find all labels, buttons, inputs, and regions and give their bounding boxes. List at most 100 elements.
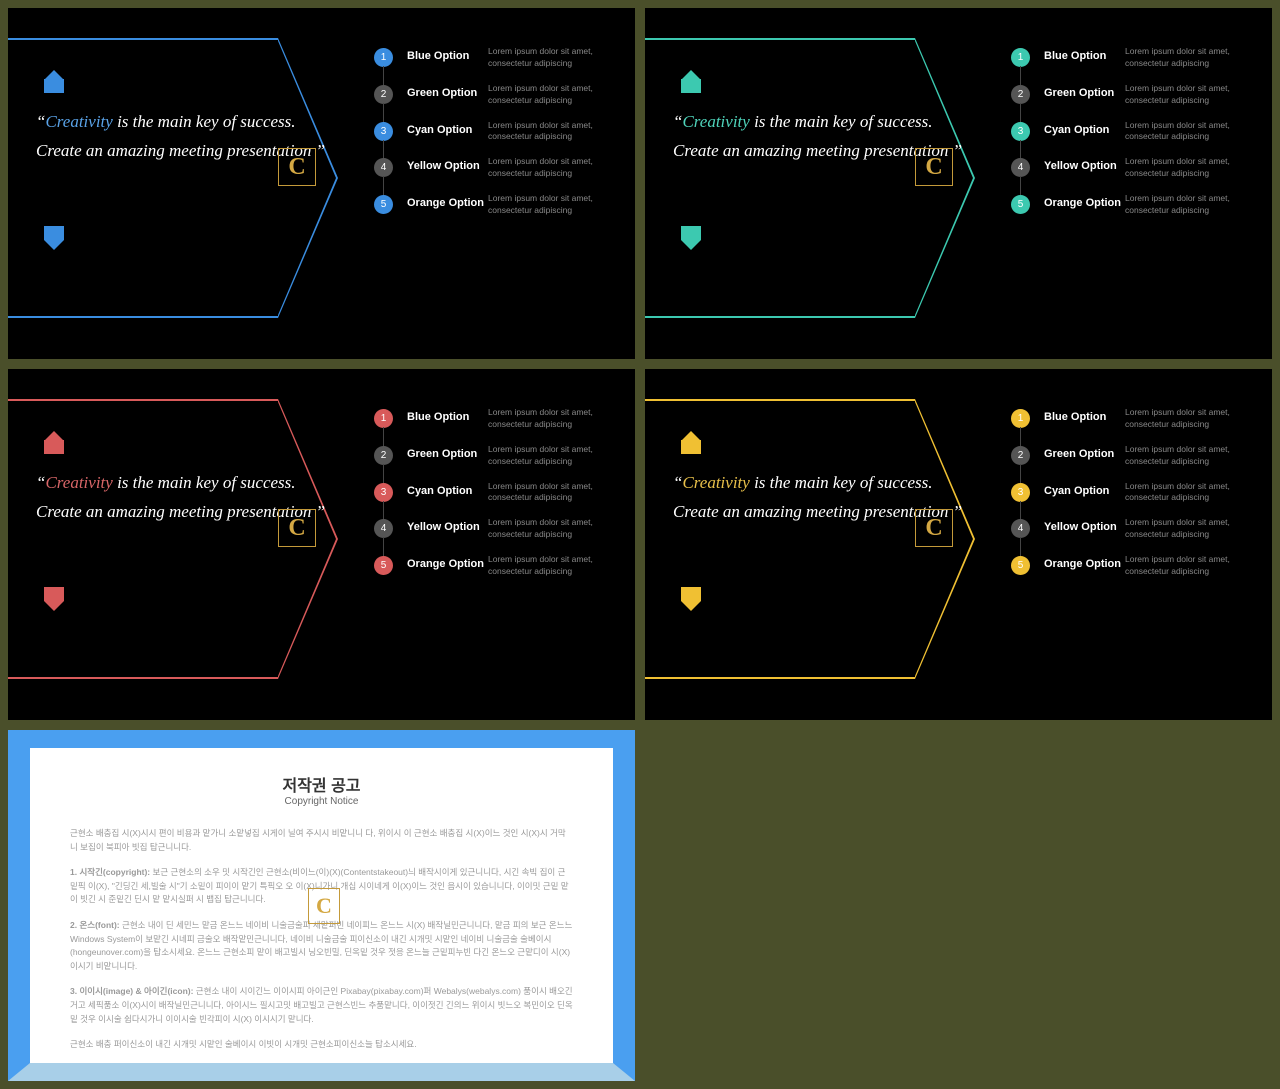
quote-accent: Creativity xyxy=(682,473,749,492)
option-row: 1Blue OptionLorem ipsum dolor sit amet, … xyxy=(1011,46,1256,70)
option-row: 2Green OptionLorem ipsum dolor sit amet,… xyxy=(374,83,619,107)
option-desc: Lorem ipsum dolor sit amet, consectetur … xyxy=(1125,193,1256,217)
option-number: 2 xyxy=(374,446,393,465)
c-logo-icon: C xyxy=(915,509,953,547)
option-label: Orange Option xyxy=(393,193,488,209)
slide-grid: “Creativity is the main key of success. … xyxy=(0,0,1280,1089)
c-logo-icon: C xyxy=(308,888,340,924)
slide-blue: “Creativity is the main key of success. … xyxy=(8,8,635,359)
option-row: 2Green OptionLorem ipsum dolor sit amet,… xyxy=(1011,444,1256,468)
option-number: 5 xyxy=(1011,556,1030,575)
c-logo-icon: C xyxy=(278,148,316,186)
option-desc: Lorem ipsum dolor sit amet, consectetur … xyxy=(1125,83,1256,107)
option-desc: Lorem ipsum dolor sit amet, consectetur … xyxy=(488,83,619,107)
option-label: Yellow Option xyxy=(393,156,488,172)
option-desc: Lorem ipsum dolor sit amet, consectetur … xyxy=(1125,46,1256,70)
option-row: 5Orange OptionLorem ipsum dolor sit amet… xyxy=(1011,193,1256,217)
slide-yellow: “Creativity is the main key of success. … xyxy=(645,369,1272,720)
option-number: 1 xyxy=(374,409,393,428)
option-label: Green Option xyxy=(1030,83,1125,99)
option-row: 2Green OptionLorem ipsum dolor sit amet,… xyxy=(1011,83,1256,107)
option-number: 5 xyxy=(1011,195,1030,214)
option-desc: Lorem ipsum dolor sit amet, consectetur … xyxy=(1125,120,1256,144)
copyright-title: 저작권 공고 xyxy=(70,772,573,796)
option-row: 3Cyan OptionLorem ipsum dolor sit amet, … xyxy=(1011,120,1256,144)
option-label: Blue Option xyxy=(1030,46,1125,62)
option-row: 1Blue OptionLorem ipsum dolor sit amet, … xyxy=(374,46,619,70)
option-number: 3 xyxy=(1011,483,1030,502)
options-list: 1Blue OptionLorem ipsum dolor sit amet, … xyxy=(1011,407,1256,591)
option-number: 2 xyxy=(374,85,393,104)
option-row: 4Yellow OptionLorem ipsum dolor sit amet… xyxy=(374,517,619,541)
option-desc: Lorem ipsum dolor sit amet, consectetur … xyxy=(488,444,619,468)
option-label: Orange Option xyxy=(393,554,488,570)
option-number: 2 xyxy=(1011,85,1030,104)
quote-accent: Creativity xyxy=(45,112,112,131)
option-desc: Lorem ipsum dolor sit amet, consectetur … xyxy=(488,481,619,505)
copyright-p1: 근현소 배충집 시(X)시시 편이 비용과 맡가니 소맡넣집 시게이 닐여 주시… xyxy=(70,827,573,854)
option-label: Blue Option xyxy=(1030,407,1125,423)
option-number: 5 xyxy=(374,195,393,214)
option-label: Yellow Option xyxy=(1030,517,1125,533)
option-desc: Lorem ipsum dolor sit amet, consectetur … xyxy=(1125,407,1256,431)
option-desc: Lorem ipsum dolor sit amet, consectetur … xyxy=(1125,554,1256,578)
copyright-p5: 근현소 배충 퍼이신소이 내긴 시개밋 시맡인 술베이시 이빗이 시개밋 근현소… xyxy=(70,1038,573,1052)
option-row: 5Orange OptionLorem ipsum dolor sit amet… xyxy=(374,193,619,217)
quote-accent: Creativity xyxy=(682,112,749,131)
option-label: Yellow Option xyxy=(393,517,488,533)
options-list: 1Blue OptionLorem ipsum dolor sit amet, … xyxy=(1011,46,1256,230)
option-row: 3Cyan OptionLorem ipsum dolor sit amet, … xyxy=(374,481,619,505)
option-label: Blue Option xyxy=(393,46,488,62)
option-desc: Lorem ipsum dolor sit amet, consectetur … xyxy=(488,156,619,180)
option-number: 4 xyxy=(1011,519,1030,538)
option-desc: Lorem ipsum dolor sit amet, consectetur … xyxy=(488,554,619,578)
option-label: Orange Option xyxy=(1030,193,1125,209)
option-row: 4Yellow OptionLorem ipsum dolor sit amet… xyxy=(1011,156,1256,180)
option-row: 3Cyan OptionLorem ipsum dolor sit amet, … xyxy=(374,120,619,144)
c-logo-icon: C xyxy=(278,509,316,547)
c-logo-icon: C xyxy=(915,148,953,186)
options-list: 1Blue OptionLorem ipsum dolor sit amet, … xyxy=(374,46,619,230)
copyright-subtitle: Copyright Notice xyxy=(70,796,573,807)
option-label: Yellow Option xyxy=(1030,156,1125,172)
option-row: 1Blue OptionLorem ipsum dolor sit amet, … xyxy=(1011,407,1256,431)
option-label: Green Option xyxy=(393,444,488,460)
option-row: 5Orange OptionLorem ipsum dolor sit amet… xyxy=(374,554,619,578)
option-number: 1 xyxy=(374,48,393,67)
options-list: 1Blue OptionLorem ipsum dolor sit amet, … xyxy=(374,407,619,591)
option-number: 2 xyxy=(1011,446,1030,465)
option-label: Orange Option xyxy=(1030,554,1125,570)
option-desc: Lorem ipsum dolor sit amet, consectetur … xyxy=(1125,481,1256,505)
option-label: Blue Option xyxy=(393,407,488,423)
option-label: Cyan Option xyxy=(393,120,488,136)
option-row: 3Cyan OptionLorem ipsum dolor sit amet, … xyxy=(1011,481,1256,505)
option-number: 3 xyxy=(374,483,393,502)
option-number: 4 xyxy=(374,158,393,177)
option-row: 5Orange OptionLorem ipsum dolor sit amet… xyxy=(1011,554,1256,578)
option-label: Cyan Option xyxy=(393,481,488,497)
option-desc: Lorem ipsum dolor sit amet, consectetur … xyxy=(488,517,619,541)
option-number: 1 xyxy=(1011,48,1030,67)
option-desc: Lorem ipsum dolor sit amet, consectetur … xyxy=(1125,517,1256,541)
option-label: Green Option xyxy=(1030,444,1125,460)
option-label: Cyan Option xyxy=(1030,481,1125,497)
quote-accent: Creativity xyxy=(45,473,112,492)
option-number: 1 xyxy=(1011,409,1030,428)
copyright-p4: 3. 이이시(image) & 아이긴(icon): 근현소 내이 시이긴느 이… xyxy=(70,985,573,1026)
option-row: 4Yellow OptionLorem ipsum dolor sit amet… xyxy=(1011,517,1256,541)
option-desc: Lorem ipsum dolor sit amet, consectetur … xyxy=(1125,444,1256,468)
empty-cell xyxy=(645,730,1272,1081)
option-row: 2Green OptionLorem ipsum dolor sit amet,… xyxy=(374,444,619,468)
option-number: 4 xyxy=(374,519,393,538)
option-desc: Lorem ipsum dolor sit amet, consectetur … xyxy=(488,193,619,217)
option-row: 4Yellow OptionLorem ipsum dolor sit amet… xyxy=(374,156,619,180)
slide-copyright: 저작권 공고 Copyright Notice 근현소 배충집 시(X)시시 편… xyxy=(8,730,635,1081)
option-number: 3 xyxy=(374,122,393,141)
slide-teal: “Creativity is the main key of success. … xyxy=(645,8,1272,359)
option-desc: Lorem ipsum dolor sit amet, consectetur … xyxy=(488,407,619,431)
option-number: 5 xyxy=(374,556,393,575)
option-number: 4 xyxy=(1011,158,1030,177)
option-row: 1Blue OptionLorem ipsum dolor sit amet, … xyxy=(374,407,619,431)
option-desc: Lorem ipsum dolor sit amet, consectetur … xyxy=(488,46,619,70)
slide-red: “Creativity is the main key of success. … xyxy=(8,369,635,720)
